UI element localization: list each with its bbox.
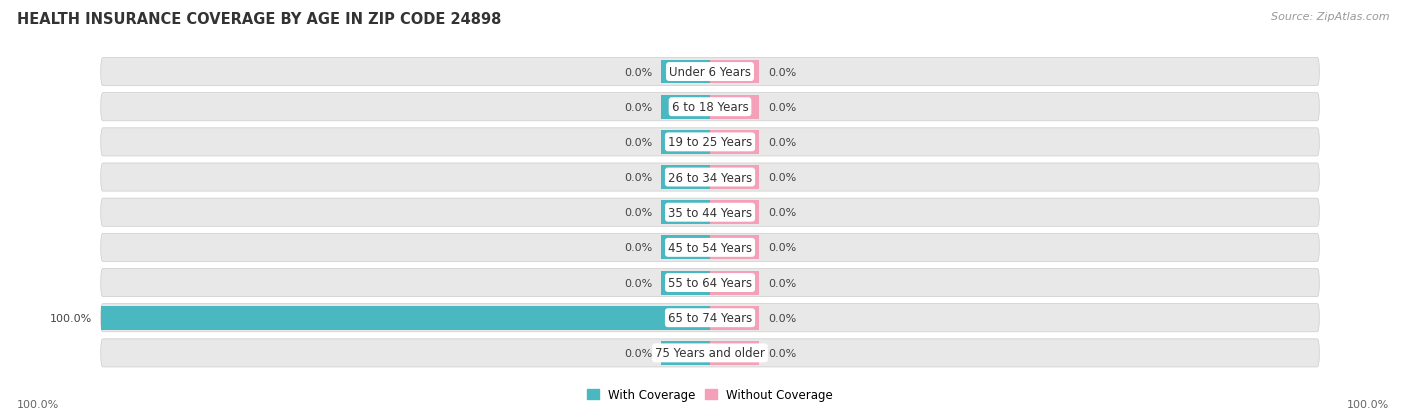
Text: Source: ZipAtlas.com: Source: ZipAtlas.com: [1271, 12, 1389, 22]
FancyBboxPatch shape: [101, 164, 1319, 192]
FancyBboxPatch shape: [101, 304, 1319, 332]
Text: 0.0%: 0.0%: [768, 348, 796, 358]
Bar: [710, 95, 759, 119]
Text: 75 Years and older: 75 Years and older: [655, 347, 765, 359]
Text: 0.0%: 0.0%: [624, 208, 652, 218]
Bar: [710, 201, 759, 225]
Bar: [661, 271, 710, 295]
Text: 0.0%: 0.0%: [768, 173, 796, 183]
FancyBboxPatch shape: [101, 58, 1319, 86]
FancyBboxPatch shape: [101, 199, 1319, 227]
Bar: [710, 306, 759, 330]
FancyBboxPatch shape: [101, 234, 1319, 262]
FancyBboxPatch shape: [101, 93, 1319, 121]
Bar: [661, 131, 710, 154]
Bar: [661, 201, 710, 225]
Bar: [101, 306, 710, 330]
Bar: [661, 236, 710, 260]
Text: 0.0%: 0.0%: [768, 67, 796, 77]
FancyBboxPatch shape: [101, 269, 1319, 297]
FancyBboxPatch shape: [101, 339, 1319, 367]
Text: 45 to 54 Years: 45 to 54 Years: [668, 241, 752, 254]
Bar: [661, 341, 710, 365]
Bar: [661, 95, 710, 119]
Text: 0.0%: 0.0%: [768, 208, 796, 218]
Legend: With Coverage, Without Coverage: With Coverage, Without Coverage: [582, 383, 838, 406]
Text: 65 to 74 Years: 65 to 74 Years: [668, 311, 752, 325]
Text: HEALTH INSURANCE COVERAGE BY AGE IN ZIP CODE 24898: HEALTH INSURANCE COVERAGE BY AGE IN ZIP …: [17, 12, 502, 27]
Bar: [661, 166, 710, 190]
Bar: [710, 341, 759, 365]
Text: 0.0%: 0.0%: [768, 102, 796, 112]
FancyBboxPatch shape: [101, 128, 1319, 157]
Text: 55 to 64 Years: 55 to 64 Years: [668, 276, 752, 290]
Text: 6 to 18 Years: 6 to 18 Years: [672, 101, 748, 114]
Text: 0.0%: 0.0%: [768, 138, 796, 147]
Text: 100.0%: 100.0%: [17, 399, 59, 409]
Text: 0.0%: 0.0%: [624, 173, 652, 183]
Text: 0.0%: 0.0%: [624, 102, 652, 112]
Text: 0.0%: 0.0%: [624, 138, 652, 147]
Text: 0.0%: 0.0%: [768, 243, 796, 253]
Text: 100.0%: 100.0%: [1347, 399, 1389, 409]
Text: 100.0%: 100.0%: [49, 313, 91, 323]
Text: 0.0%: 0.0%: [624, 278, 652, 288]
Bar: [710, 131, 759, 154]
Text: 35 to 44 Years: 35 to 44 Years: [668, 206, 752, 219]
Text: 0.0%: 0.0%: [768, 313, 796, 323]
Text: 0.0%: 0.0%: [624, 67, 652, 77]
Text: 0.0%: 0.0%: [624, 348, 652, 358]
Text: 26 to 34 Years: 26 to 34 Years: [668, 171, 752, 184]
Bar: [710, 271, 759, 295]
Bar: [710, 236, 759, 260]
Bar: [661, 60, 710, 84]
Text: 19 to 25 Years: 19 to 25 Years: [668, 136, 752, 149]
Bar: [710, 60, 759, 84]
Text: 0.0%: 0.0%: [624, 243, 652, 253]
Bar: [710, 166, 759, 190]
Text: Under 6 Years: Under 6 Years: [669, 66, 751, 79]
Text: 0.0%: 0.0%: [768, 278, 796, 288]
